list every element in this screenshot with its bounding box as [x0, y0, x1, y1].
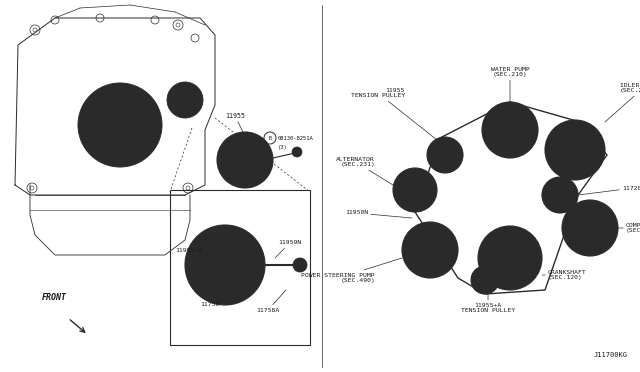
Circle shape — [471, 266, 499, 294]
Circle shape — [293, 258, 307, 272]
Text: FRONT: FRONT — [42, 294, 67, 302]
Circle shape — [217, 132, 273, 188]
Circle shape — [393, 168, 437, 212]
Circle shape — [478, 226, 542, 290]
Text: 11955
TENSION PULLEY: 11955 TENSION PULLEY — [351, 87, 437, 140]
Text: IDLER PULLEY
(SEC.275): IDLER PULLEY (SEC.275) — [605, 83, 640, 122]
Text: 11758A: 11758A — [257, 290, 286, 312]
Text: 11950N: 11950N — [345, 211, 412, 218]
Text: 11720N: 11720N — [578, 186, 640, 195]
Circle shape — [542, 177, 578, 213]
Circle shape — [562, 200, 618, 256]
Text: COMPRESSOR
(SEC.274): COMPRESSOR (SEC.274) — [618, 222, 640, 233]
Bar — [170, 190, 310, 345]
Text: ALTERNATOR
(SEC.231): ALTERNATOR (SEC.231) — [336, 157, 393, 185]
Text: 08130-8251A: 08130-8251A — [278, 135, 314, 141]
Text: 11955+A: 11955+A — [175, 247, 202, 262]
Text: 11955+A
TENSION PULLEY: 11955+A TENSION PULLEY — [461, 294, 515, 313]
Circle shape — [482, 102, 538, 158]
Circle shape — [427, 137, 463, 173]
Text: (3): (3) — [278, 145, 288, 151]
Circle shape — [78, 83, 162, 167]
Text: CRANKSHAFT
(SEC.120): CRANKSHAFT (SEC.120) — [542, 270, 587, 280]
Text: 11750: 11750 — [200, 285, 222, 307]
Circle shape — [292, 147, 302, 157]
Text: J11700KG: J11700KG — [594, 352, 628, 358]
Circle shape — [545, 120, 605, 180]
Text: B: B — [269, 135, 271, 141]
Text: POWER STEERING PUMP
(SEC.490): POWER STEERING PUMP (SEC.490) — [301, 258, 402, 283]
Text: 11955: 11955 — [225, 113, 245, 132]
Circle shape — [185, 225, 265, 305]
Text: 11959N: 11959N — [275, 241, 301, 258]
Circle shape — [167, 82, 203, 118]
Text: WATER PUMP
(SEC.210): WATER PUMP (SEC.210) — [491, 67, 529, 102]
Circle shape — [402, 222, 458, 278]
